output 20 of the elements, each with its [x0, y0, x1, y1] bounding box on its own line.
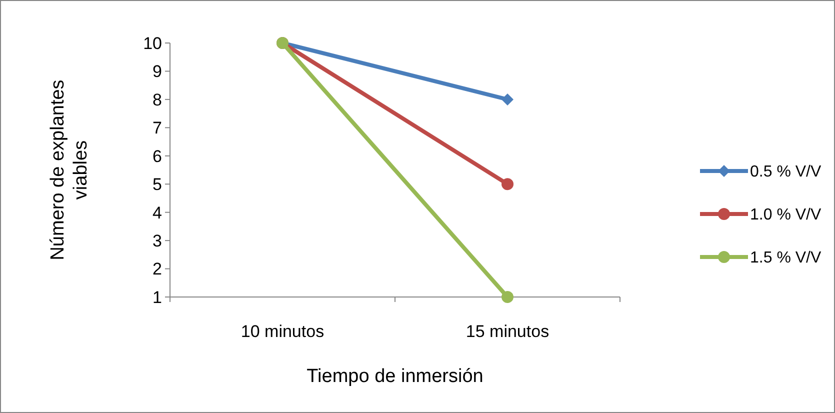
y-tick-label: 3: [152, 232, 162, 251]
y-axis-title: Número de explantes viables: [48, 80, 92, 260]
y-tick-label: 2: [152, 260, 162, 279]
y-tick-label: 1: [152, 288, 162, 307]
x-tick-label: 10 minutos: [240, 322, 324, 341]
y-tick-label: 8: [152, 90, 162, 110]
y-tick-label: 9: [152, 62, 162, 82]
legend-label: 1.0 % V/V: [750, 206, 822, 224]
point: [502, 178, 514, 190]
x-axis-title: Tiempo de inmersión: [306, 366, 484, 387]
y-tick-label: 10: [143, 34, 162, 53]
legend-label: 0.5 % V/V: [750, 164, 822, 181]
point: [502, 93, 514, 106]
point: [502, 291, 514, 303]
y-tick-label: 7: [152, 118, 162, 138]
y-tick-label: 4: [152, 203, 162, 222]
x-tick-label: 15 minutos: [466, 322, 550, 341]
y-tick-label: 5: [152, 175, 162, 194]
legend-label: 1.5 % V/V: [750, 250, 822, 267]
y-tick-label: 6: [152, 146, 162, 166]
